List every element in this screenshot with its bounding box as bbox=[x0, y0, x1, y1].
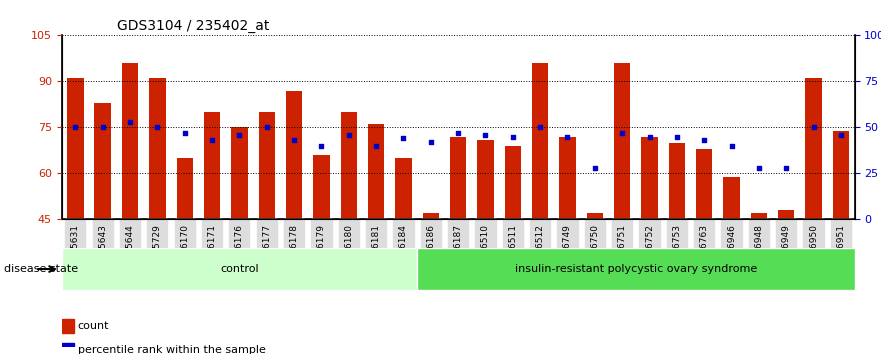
Bar bbox=[122, 63, 138, 219]
Text: control: control bbox=[220, 264, 259, 274]
Point bbox=[779, 165, 793, 171]
Point bbox=[642, 134, 656, 139]
Point bbox=[588, 165, 602, 171]
Bar bbox=[368, 124, 384, 219]
Point bbox=[315, 143, 329, 149]
Bar bbox=[669, 143, 685, 219]
Point bbox=[178, 130, 192, 136]
Point bbox=[123, 119, 137, 125]
Text: insulin-resistant polycystic ovary syndrome: insulin-resistant polycystic ovary syndr… bbox=[515, 264, 757, 274]
Bar bbox=[696, 149, 713, 219]
Bar bbox=[258, 112, 275, 219]
Point bbox=[697, 137, 711, 143]
Bar bbox=[559, 137, 575, 219]
Bar bbox=[614, 63, 631, 219]
Bar bbox=[176, 158, 193, 219]
Bar bbox=[805, 78, 822, 219]
Point bbox=[369, 143, 383, 149]
Bar bbox=[341, 112, 357, 219]
Bar bbox=[67, 78, 84, 219]
FancyBboxPatch shape bbox=[62, 248, 417, 290]
Bar bbox=[62, 319, 74, 333]
Point bbox=[833, 132, 848, 138]
Bar bbox=[314, 155, 329, 219]
Point bbox=[506, 134, 520, 139]
Point bbox=[560, 134, 574, 139]
Text: disease state: disease state bbox=[4, 264, 78, 274]
Point bbox=[424, 139, 438, 145]
Point bbox=[260, 125, 274, 130]
Point bbox=[806, 125, 820, 130]
Point bbox=[615, 130, 629, 136]
Point bbox=[478, 132, 492, 138]
Point bbox=[451, 130, 465, 136]
Bar bbox=[587, 213, 603, 219]
Bar bbox=[396, 158, 411, 219]
Point bbox=[69, 125, 83, 130]
Bar bbox=[778, 210, 795, 219]
Point bbox=[342, 132, 356, 138]
Bar bbox=[505, 146, 521, 219]
Text: percentile rank within the sample: percentile rank within the sample bbox=[78, 346, 265, 354]
Point bbox=[533, 125, 547, 130]
Bar bbox=[450, 137, 466, 219]
Bar bbox=[423, 213, 439, 219]
Bar bbox=[833, 131, 849, 219]
Point bbox=[287, 137, 301, 143]
Bar bbox=[149, 78, 166, 219]
Point bbox=[396, 136, 411, 141]
Point bbox=[96, 125, 110, 130]
Bar bbox=[62, 343, 74, 354]
Bar bbox=[231, 127, 248, 219]
Bar bbox=[204, 112, 220, 219]
Bar bbox=[94, 103, 111, 219]
Point bbox=[670, 134, 684, 139]
Bar bbox=[723, 177, 740, 219]
FancyBboxPatch shape bbox=[417, 248, 855, 290]
Point bbox=[724, 143, 738, 149]
Point bbox=[751, 165, 766, 171]
Bar bbox=[478, 140, 493, 219]
Point bbox=[233, 132, 247, 138]
Bar bbox=[285, 91, 302, 219]
Point bbox=[205, 137, 219, 143]
Point bbox=[151, 125, 165, 130]
Bar bbox=[641, 137, 658, 219]
Bar bbox=[751, 213, 767, 219]
Bar bbox=[532, 63, 548, 219]
Text: count: count bbox=[78, 321, 109, 331]
Text: GDS3104 / 235402_at: GDS3104 / 235402_at bbox=[117, 19, 270, 33]
